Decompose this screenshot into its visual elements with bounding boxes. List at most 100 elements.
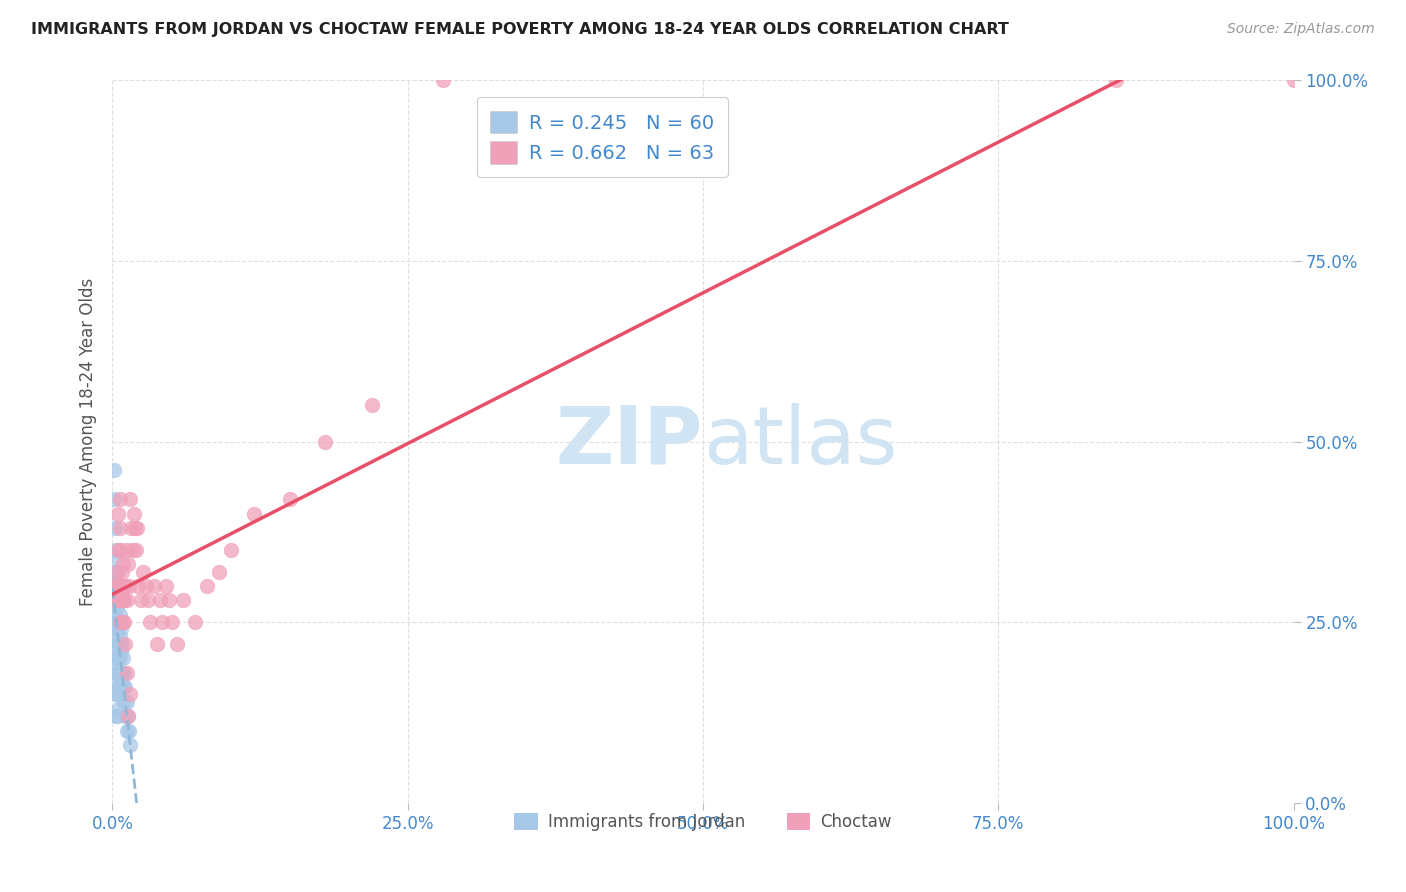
Point	[105, 623, 128, 637]
Point	[120, 492, 142, 507]
Point	[112, 651, 135, 665]
Point	[129, 593, 152, 607]
Point	[105, 542, 128, 557]
Text: IMMIGRANTS FROM JORDAN VS CHOCTAW FEMALE POVERTY AMONG 18-24 YEAR OLDS CORRELATI: IMMIGRANTS FROM JORDAN VS CHOCTAW FEMALE…	[31, 22, 1010, 37]
Point	[208, 565, 231, 579]
Point	[111, 565, 134, 579]
Point	[112, 665, 135, 680]
Point	[120, 521, 142, 535]
Point	[107, 579, 129, 593]
Point	[103, 492, 125, 507]
Point	[107, 615, 129, 630]
Point	[104, 579, 127, 593]
Point	[135, 579, 157, 593]
Point	[110, 579, 132, 593]
Legend: Immigrants from Jordan, Choctaw: Immigrants from Jordan, Choctaw	[508, 806, 898, 838]
Point	[105, 593, 128, 607]
Point	[157, 593, 180, 607]
Point	[150, 615, 173, 630]
Point	[117, 709, 139, 723]
Point	[1105, 73, 1128, 87]
Point	[105, 615, 128, 630]
Point	[108, 680, 131, 694]
Point	[108, 615, 131, 630]
Point	[108, 630, 131, 644]
Point	[105, 709, 128, 723]
Point	[112, 680, 135, 694]
Point	[155, 579, 177, 593]
Point	[118, 579, 141, 593]
Point	[105, 593, 128, 607]
Point	[105, 651, 128, 665]
Point	[120, 687, 142, 701]
Point	[105, 593, 128, 607]
Point	[108, 492, 131, 507]
Text: atlas: atlas	[703, 402, 897, 481]
Point	[110, 673, 132, 687]
Point	[105, 593, 128, 607]
Point	[105, 637, 128, 651]
Point	[114, 680, 136, 694]
Point	[219, 542, 242, 557]
Point	[107, 542, 129, 557]
Point	[108, 521, 131, 535]
Point	[110, 593, 132, 607]
Point	[127, 579, 149, 593]
Y-axis label: Female Poverty Among 18-24 Year Olds: Female Poverty Among 18-24 Year Olds	[79, 277, 97, 606]
Point	[124, 521, 146, 535]
Point	[104, 637, 127, 651]
Point	[166, 637, 188, 651]
Point	[107, 702, 129, 716]
Point	[125, 542, 148, 557]
Point	[114, 709, 136, 723]
Point	[118, 723, 141, 738]
Point	[160, 615, 183, 630]
Point	[105, 637, 128, 651]
Point	[104, 651, 127, 665]
Point	[105, 565, 128, 579]
Point	[112, 558, 135, 572]
Point	[195, 579, 218, 593]
Point	[105, 687, 128, 701]
Point	[432, 73, 454, 87]
Point	[172, 593, 194, 607]
Point	[115, 665, 138, 680]
Point	[111, 665, 134, 680]
Point	[107, 651, 129, 665]
Point	[105, 579, 128, 593]
Point	[104, 521, 127, 535]
Point	[110, 623, 132, 637]
Point	[112, 695, 135, 709]
Point	[105, 665, 128, 680]
Point	[105, 709, 128, 723]
Point	[103, 593, 125, 607]
Point	[278, 492, 301, 507]
Point	[136, 593, 159, 607]
Point	[107, 507, 129, 521]
Point	[112, 593, 135, 607]
Point	[104, 579, 127, 593]
Point	[105, 579, 128, 593]
Point	[114, 579, 136, 593]
Point	[115, 723, 138, 738]
Point	[110, 542, 132, 557]
Point	[115, 695, 138, 709]
Point	[127, 521, 149, 535]
Point	[103, 463, 125, 477]
Point	[120, 738, 142, 752]
Point	[122, 507, 145, 521]
Point	[117, 709, 139, 723]
Point	[105, 651, 128, 665]
Point	[142, 579, 165, 593]
Point	[132, 565, 155, 579]
Point	[361, 398, 384, 412]
Point	[105, 600, 128, 615]
Point	[105, 565, 128, 579]
Point	[112, 615, 135, 630]
Point	[104, 680, 127, 694]
Point	[105, 565, 128, 579]
Point	[107, 637, 129, 651]
Point	[243, 507, 266, 521]
Point	[121, 542, 143, 557]
Point	[314, 434, 336, 449]
